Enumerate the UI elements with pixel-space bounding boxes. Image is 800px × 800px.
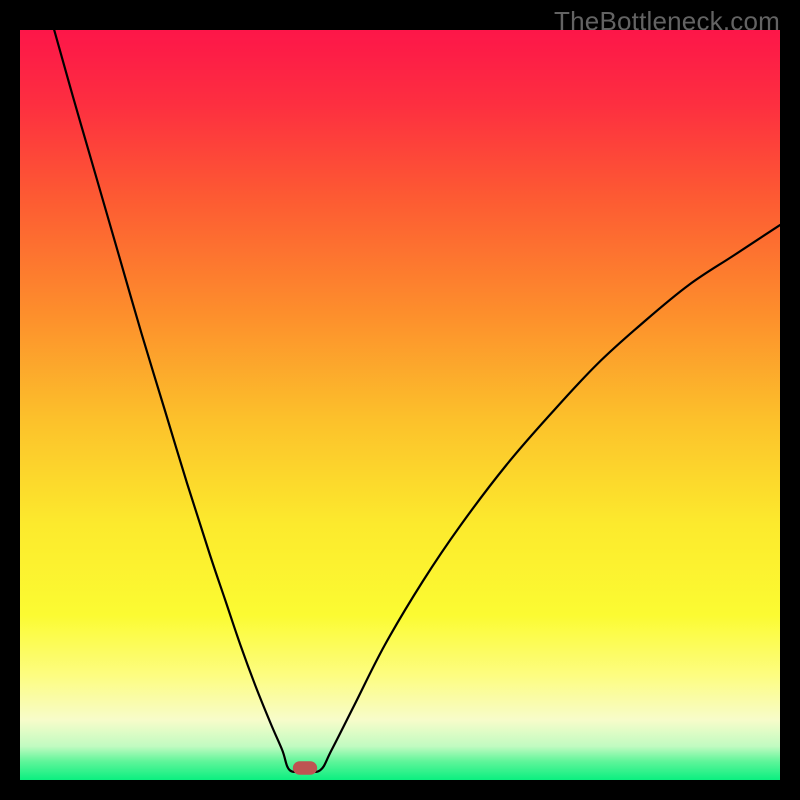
plot-area: [20, 30, 780, 780]
bottleneck-chart: [20, 30, 780, 780]
optimal-marker: [293, 761, 317, 775]
gradient-background: [20, 30, 780, 780]
chart-frame: TheBottleneck.com: [0, 0, 800, 800]
